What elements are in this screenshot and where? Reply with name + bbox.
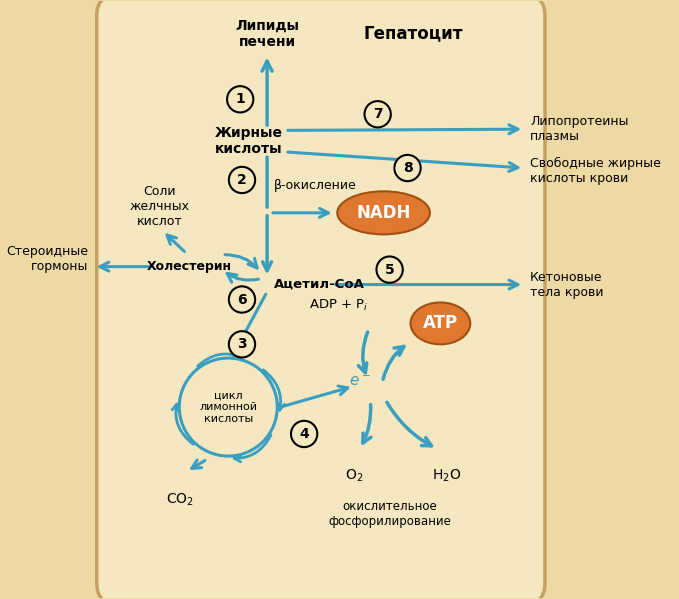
Ellipse shape xyxy=(411,302,471,344)
Text: ADP + P$_i$: ADP + P$_i$ xyxy=(309,298,369,313)
Text: окислительное
фосфорилирование: окислительное фосфорилирование xyxy=(328,500,451,528)
Text: ATP: ATP xyxy=(423,314,458,332)
Circle shape xyxy=(365,101,391,128)
Text: $e^-$: $e^-$ xyxy=(349,374,371,389)
Text: 7: 7 xyxy=(373,107,382,121)
Text: β-окисление: β-окисление xyxy=(274,180,357,192)
Circle shape xyxy=(229,286,255,313)
Text: 4: 4 xyxy=(299,427,309,441)
Text: Холестерин: Холестерин xyxy=(147,260,232,273)
Text: Жирные
кислоты: Жирные кислоты xyxy=(215,126,283,156)
FancyBboxPatch shape xyxy=(97,0,545,599)
Circle shape xyxy=(227,86,253,113)
Text: цикл
лимонной
кислоты: цикл лимонной кислоты xyxy=(199,391,257,423)
Text: Соли
желчных
кислот: Соли желчных кислот xyxy=(130,185,189,228)
Text: 6: 6 xyxy=(237,292,246,307)
Text: NADH: NADH xyxy=(356,204,411,222)
Circle shape xyxy=(376,256,403,283)
Text: Липиды
печени: Липиды печени xyxy=(235,19,299,49)
Circle shape xyxy=(229,167,255,193)
Text: Липопротеины
плазмы: Липопротеины плазмы xyxy=(530,115,629,143)
Text: Гепатоцит: Гепатоцит xyxy=(364,25,463,43)
Text: 8: 8 xyxy=(403,161,412,175)
Text: CO$_2$: CO$_2$ xyxy=(166,492,194,509)
Text: Свободные жирные
кислоты крови: Свободные жирные кислоты крови xyxy=(530,157,661,185)
Circle shape xyxy=(229,331,255,358)
Circle shape xyxy=(291,421,317,447)
Text: 5: 5 xyxy=(385,262,394,277)
Text: Кетоновые
тела крови: Кетоновые тела крови xyxy=(530,271,604,298)
Text: 1: 1 xyxy=(236,92,245,106)
Circle shape xyxy=(394,155,421,181)
Text: O$_2$: O$_2$ xyxy=(345,468,363,485)
Text: Ацетил-СоА: Ацетил-СоА xyxy=(274,278,365,291)
Ellipse shape xyxy=(337,191,430,234)
Text: 3: 3 xyxy=(237,337,246,352)
Text: H$_2$O: H$_2$O xyxy=(432,468,461,485)
Text: Стероидные
гормоны: Стероидные гормоны xyxy=(6,246,88,274)
Text: 2: 2 xyxy=(237,173,247,187)
